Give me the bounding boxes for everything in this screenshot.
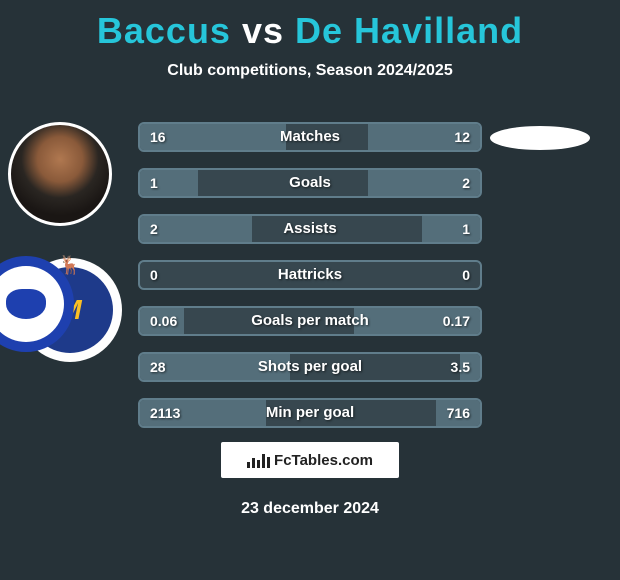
player1-name: Baccus [97,10,231,51]
chart-icon [247,452,270,468]
stat-row: 21Assists [138,214,482,244]
stat-row: 12Goals [138,168,482,198]
stat-label: Shots per goal [140,354,480,380]
stat-label: Matches [140,124,480,150]
stat-row: 283.5Shots per goal [138,352,482,382]
stat-label: Hattricks [140,262,480,288]
snapshot-date: 23 december 2024 [0,500,620,518]
stat-row: 1612Matches [138,122,482,152]
stat-label: Goals per match [140,308,480,334]
stats-container: 1612Matches 12Goals 21Assists 00Hattricks 0.… [138,122,482,444]
brand-badge: FcTables.com [221,442,399,478]
stat-row: 0.060.17Goals per match [138,306,482,336]
stat-row: 00Hattricks [138,260,482,290]
player2-name: De Havilland [295,10,523,51]
vs-label: vs [242,10,284,51]
stat-row: 2113716Min per goal [138,398,482,428]
player1-photo [8,122,112,226]
club-right-inner [0,266,64,342]
comparison-title: Baccus vs De Havilland [0,0,620,52]
brand-text: FcTables.com [274,452,373,469]
competition-subtitle: Club competitions, Season 2024/2025 [0,62,620,80]
player2-photo [490,126,590,150]
stat-label: Assists [140,216,480,242]
stat-label: Min per goal [140,400,480,426]
stat-label: Goals [140,170,480,196]
